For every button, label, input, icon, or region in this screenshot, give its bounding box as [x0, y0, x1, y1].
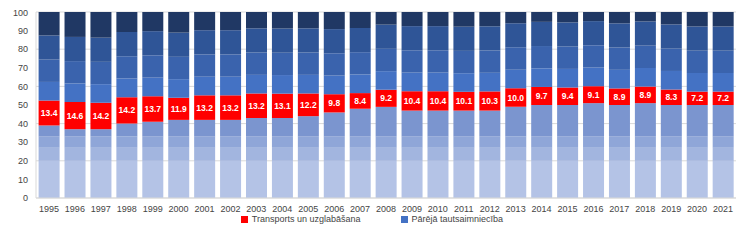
svg-text:9.4: 9.4 [562, 91, 574, 101]
svg-text:20: 20 [18, 156, 28, 166]
svg-text:10.4: 10.4 [430, 96, 447, 106]
html-text:Transports un uzglabāšana: Transports un uzglabāšana [251, 214, 361, 224]
svg-text:2013: 2013 [506, 204, 526, 214]
svg-text:13.2: 13.2 [222, 103, 239, 113]
svg-text:40: 40 [18, 119, 28, 129]
svg-text:30: 30 [18, 137, 28, 147]
svg-text:8.9: 8.9 [639, 90, 651, 100]
svg-text:2012: 2012 [480, 204, 500, 214]
svg-text:60: 60 [18, 82, 28, 92]
svg-text:2009: 2009 [402, 204, 422, 214]
svg-text:13.4: 13.4 [41, 108, 58, 118]
svg-text:9.1: 9.1 [588, 90, 600, 100]
svg-text:10.0: 10.0 [507, 93, 524, 103]
svg-text:1997: 1997 [91, 204, 111, 214]
svg-text:14.2: 14.2 [119, 105, 136, 115]
svg-text:13.1: 13.1 [274, 101, 291, 111]
svg-text:1996: 1996 [65, 204, 85, 214]
html-text:Pārējā tautsaimniecība: Pārējā tautsaimniecība [411, 214, 504, 224]
svg-text:10: 10 [18, 175, 28, 185]
svg-text:1999: 1999 [143, 204, 163, 214]
svg-text:13.2: 13.2 [248, 101, 265, 111]
svg-text:14.2: 14.2 [93, 111, 110, 121]
svg-text:2010: 2010 [428, 204, 448, 214]
svg-text:2021: 2021 [713, 204, 733, 214]
svg-text:1995: 1995 [39, 204, 59, 214]
svg-text:2004: 2004 [272, 204, 292, 214]
svg-text:50: 50 [18, 100, 28, 110]
svg-text:0: 0 [23, 193, 28, 203]
svg-text:7.2: 7.2 [717, 93, 729, 103]
svg-text:2001: 2001 [195, 204, 215, 214]
svg-text:2005: 2005 [298, 204, 318, 214]
svg-text:14.6: 14.6 [67, 111, 84, 121]
svg-text:2006: 2006 [324, 204, 344, 214]
svg-text:2019: 2019 [661, 204, 681, 214]
svg-text:2007: 2007 [350, 204, 370, 214]
svg-text:10.1: 10.1 [456, 96, 473, 106]
svg-text:100: 100 [13, 8, 28, 18]
svg-text:2015: 2015 [557, 204, 577, 214]
svg-text:11.9: 11.9 [171, 104, 187, 114]
svg-text:10.3: 10.3 [482, 96, 499, 106]
svg-text:70: 70 [18, 63, 28, 73]
svg-text:2000: 2000 [169, 204, 189, 214]
svg-text:2014: 2014 [532, 204, 552, 214]
svg-text:2016: 2016 [583, 204, 603, 214]
svg-text:2002: 2002 [220, 204, 240, 214]
svg-text:80: 80 [18, 44, 28, 54]
svg-text:2011: 2011 [454, 204, 473, 214]
svg-text:8.9: 8.9 [614, 92, 626, 102]
svg-text:2008: 2008 [376, 204, 396, 214]
svg-text:7.2: 7.2 [691, 93, 703, 103]
svg-text:13.2: 13.2 [196, 103, 213, 113]
svg-text:9.2: 9.2 [380, 93, 392, 103]
svg-text:9.8: 9.8 [328, 98, 340, 108]
svg-text:8.4: 8.4 [354, 96, 366, 106]
svg-text:13.7: 13.7 [145, 104, 162, 114]
svg-text:2018: 2018 [635, 204, 655, 214]
svg-text:9.7: 9.7 [536, 91, 548, 101]
svg-text:2020: 2020 [687, 204, 707, 214]
svg-text:2003: 2003 [246, 204, 266, 214]
svg-text:2017: 2017 [609, 204, 629, 214]
svg-text:90: 90 [18, 26, 28, 36]
svg-text:10.4: 10.4 [404, 96, 421, 106]
svg-text:8.3: 8.3 [665, 92, 677, 102]
svg-text:12.2: 12.2 [300, 100, 317, 110]
svg-text:1998: 1998 [117, 204, 137, 214]
